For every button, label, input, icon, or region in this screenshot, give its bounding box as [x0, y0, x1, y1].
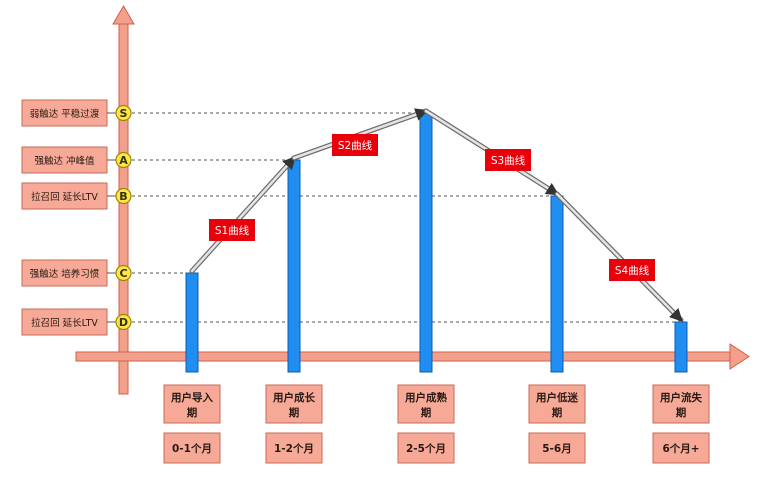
- level-marker-letter-s: S: [120, 107, 128, 120]
- stage-period-label-5: 6个月+: [662, 442, 699, 455]
- level-guide-lines: [132, 112, 675, 323]
- curve-tag-label-4: S4曲线: [615, 264, 650, 277]
- stage-name-box-2: [265, 384, 323, 424]
- stage-name-line1-5: 用户流失: [659, 391, 702, 404]
- curve-tag-label-3: S3曲线: [491, 154, 526, 167]
- stage-name-line1-3: 用户成熟: [404, 391, 447, 404]
- curve-tag-1: [209, 219, 255, 241]
- level-label-s: 弱触达 平稳过渡: [30, 108, 100, 120]
- stage-name-box-3: [397, 384, 455, 424]
- level-label-d: 拉召回 延长LTV: [31, 317, 98, 329]
- stage-bars: [185, 112, 688, 373]
- curve-tag-2: [332, 134, 378, 156]
- level-box-c: [21, 259, 108, 287]
- level-label-b: 拉召回 延长LTV: [31, 191, 98, 203]
- stage-period-label-1: 0-1个月: [172, 442, 212, 455]
- stage-bar-2: [287, 159, 301, 373]
- level-marker-s: [115, 104, 132, 122]
- level-label-a: 强触达 冲峰值: [34, 155, 95, 167]
- level-marker-c: [115, 264, 132, 282]
- curve-tag-3: [485, 149, 531, 171]
- stage-period-box-3: [397, 432, 455, 464]
- stage-period-box-1: [163, 432, 221, 464]
- level-label-c: 强触达 培养习惯: [30, 268, 100, 280]
- stage-period-box-5: [652, 432, 710, 464]
- level-marker-letter-b: B: [119, 190, 127, 203]
- stage-period-box-4: [528, 432, 586, 464]
- curve-tag-label-1: S1曲线: [215, 224, 250, 237]
- level-marker-letter-d: D: [119, 316, 128, 329]
- curve-tag-4: [609, 259, 655, 281]
- x-axis: [75, 343, 750, 370]
- stage-bar-4: [550, 195, 564, 373]
- level-marker-b: [115, 187, 132, 205]
- stage-period-boxes: 0-1个月 1-2个月 2-5个月 5-6月 6个月+: [163, 432, 710, 464]
- stage-name-line2-2: 期: [289, 406, 300, 419]
- curve-segment-4: [555, 192, 683, 322]
- stage-period-label-3: 2-5个月: [406, 442, 446, 455]
- level-marker-letter-c: C: [119, 267, 127, 280]
- stage-bar-1: [185, 272, 199, 373]
- stage-period-box-2: [265, 432, 323, 464]
- curve-segment-1: [190, 156, 296, 273]
- stage-name-line1-4: 用户低迷: [535, 391, 578, 404]
- stage-bar-3: [419, 112, 433, 373]
- level-marker-d: [115, 313, 132, 331]
- curve-tag-label-2: S2曲线: [338, 139, 373, 152]
- stage-name-line2-1: 期: [187, 406, 198, 419]
- stage-name-box-1: [163, 384, 221, 424]
- lifecycle-curve: [189, 108, 684, 323]
- stage-period-label-2: 1-2个月: [274, 442, 314, 455]
- stage-name-line1-2: 用户成长: [272, 391, 315, 404]
- stage-period-label-4: 5-6月: [542, 443, 571, 455]
- level-marker-letter-a: A: [119, 154, 128, 167]
- curve-tags: S1曲线 S2曲线 S3曲线 S4曲线: [209, 134, 655, 281]
- stage-name-line2-4: 期: [552, 406, 563, 419]
- level-markers: S A B C D: [115, 104, 132, 331]
- y-axis: [112, 5, 135, 395]
- stage-name-box-4: [528, 384, 586, 424]
- stage-name-line1-1: 用户导入: [170, 391, 213, 404]
- stage-name-line2-3: 期: [421, 406, 432, 419]
- level-marker-a: [115, 151, 132, 169]
- stage-name-line2-5: 期: [676, 406, 687, 419]
- stage-bar-5: [674, 321, 688, 373]
- stage-name-box-5: [652, 384, 710, 424]
